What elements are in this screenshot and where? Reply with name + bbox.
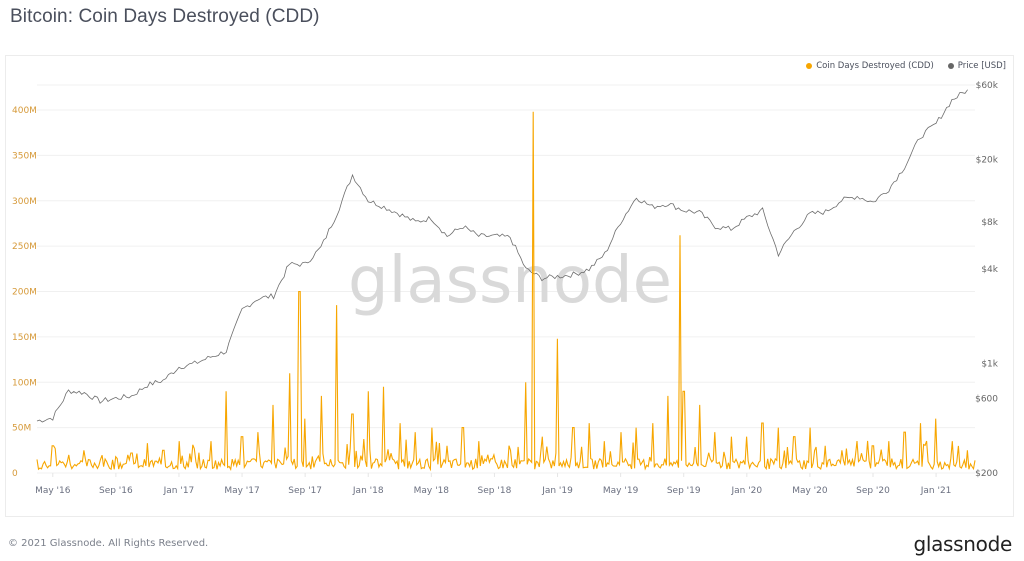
x-axis-tick: Jan '18 — [352, 486, 384, 496]
x-axis-tick: Sep '17 — [288, 486, 322, 496]
x-axis-tick: Sep '18 — [478, 486, 512, 496]
glassnode-logo: glassnode — [913, 532, 1012, 556]
x-axis-tick: May '19 — [603, 486, 639, 496]
x-axis-tick: May '17 — [224, 486, 259, 496]
left-axis-tick: 0 — [12, 469, 18, 479]
left-axis-tick: 200M — [12, 288, 37, 298]
cdd-dot-icon — [806, 63, 813, 69]
legend-item-price[interactable]: Price [USD] — [947, 61, 1006, 71]
x-axis-tick: Jan '20 — [730, 486, 762, 496]
x-axis-tick: Jan '17 — [163, 486, 195, 496]
gridlines — [37, 84, 975, 474]
right-axis-tick: $60k — [976, 81, 999, 91]
right-axis: $200 $600 $1k $4k $8k $20k $60k — [975, 81, 999, 479]
left-axis-tick: 50M — [12, 424, 31, 434]
left-axis-tick: 250M — [12, 242, 37, 252]
legend-label-price: Price [USD] — [957, 61, 1006, 71]
legend-label-cdd: Coin Days Destroyed (CDD) — [816, 61, 934, 71]
price-dot-icon — [947, 63, 954, 69]
left-axis-tick: 300M — [12, 197, 37, 207]
x-axis-tick: Sep '20 — [856, 486, 890, 496]
right-axis-tick: $600 — [975, 394, 998, 404]
legend-item-cdd[interactable]: Coin Days Destroyed (CDD) — [806, 61, 934, 71]
copyright-text: © 2021 Glassnode. All Rights Reserved. — [8, 538, 209, 549]
left-axis-tick: 150M — [12, 333, 37, 343]
page-title: Bitcoin: Coin Days Destroyed (CDD) — [10, 6, 320, 27]
left-axis-tick: 400M — [12, 106, 37, 116]
right-axis-tick: $200 — [975, 469, 998, 479]
right-axis-tick: $20k — [976, 156, 999, 166]
chart-card — [5, 55, 1014, 517]
right-axis-tick: $8k — [981, 218, 998, 228]
x-axis-tick: May '20 — [792, 486, 828, 496]
x-axis-tick: Jan '19 — [541, 486, 573, 496]
x-axis-tick: Sep '19 — [667, 486, 701, 496]
x-axis-tick: Jan '21 — [920, 486, 952, 496]
price-series — [36, 89, 968, 423]
left-axis-tick: 350M — [12, 151, 37, 161]
chart-legend: Coin Days Destroyed (CDD) Price [USD] — [806, 61, 1006, 71]
cdd-series — [36, 111, 976, 472]
watermark-logo: glassnode — [348, 244, 672, 318]
x-axis-tick: Sep '16 — [99, 486, 133, 496]
right-axis-tick: $4k — [981, 265, 998, 275]
x-axis: May '16 Sep '16 Jan '17 May '17 Sep '17 Jan '… — [35, 473, 951, 496]
x-axis-tick: May '16 — [35, 486, 71, 496]
left-axis: 0 50M 100M 150M 200M 250M 300M 350M 400M — [12, 106, 37, 479]
left-axis-tick: 100M — [12, 378, 37, 388]
right-axis-tick: $1k — [981, 360, 998, 370]
x-axis-tick: May '18 — [414, 486, 450, 496]
